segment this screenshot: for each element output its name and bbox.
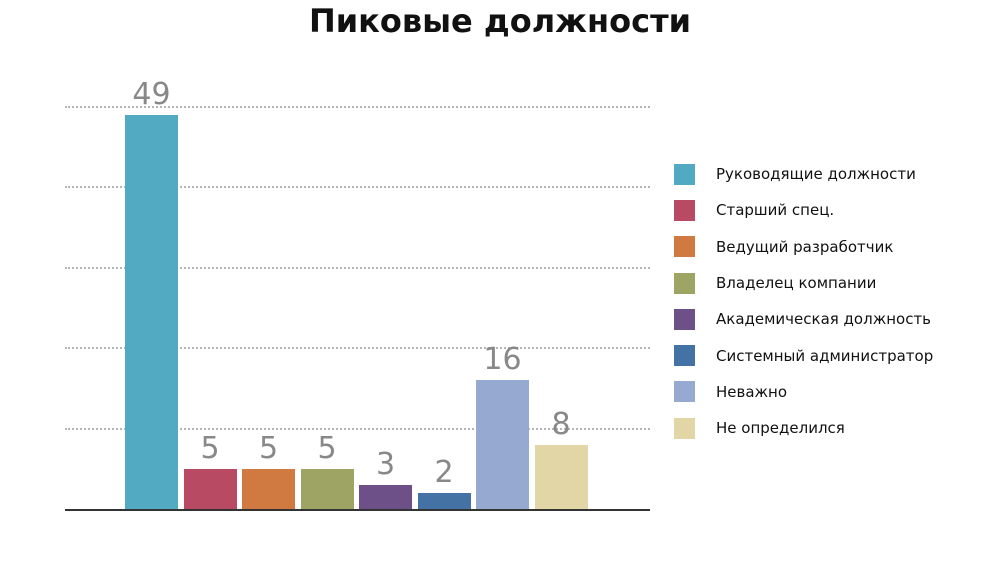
bar-value-label: 49 [132,77,171,113]
bar: 2 [417,455,471,509]
legend-item: Старший спец. [674,192,933,228]
bar: 16 [476,342,529,509]
legend-swatch [674,381,695,403]
bar: 8 [534,407,588,509]
legend-label: Неважно [716,382,788,401]
plot-area: 49 5 5 5 3 2 16 8 [65,60,650,511]
legend-swatch [674,236,695,258]
x-axis-line [65,509,650,511]
bar: 3 [359,447,412,509]
bar: 5 [300,431,354,509]
legend-item: Руководящие должности [674,156,933,192]
bar: 5 [183,431,237,509]
legend: Руководящие должности Старший спец. Ведущи… [674,156,933,446]
bar-value-label: 5 [258,430,279,466]
bar-value-label: 3 [375,446,396,482]
bar: 5 [242,431,295,509]
legend-swatch [674,308,695,330]
legend-item: Системный администратор [674,337,933,373]
legend-swatch [674,163,695,185]
bar-value-label: 5 [317,430,337,466]
legend-label: Старший спец. [716,201,835,220]
bar-value-label: 5 [200,430,220,466]
legend-label: Руководящие должности [716,165,916,184]
bar-value-label: 2 [434,454,454,490]
legend-label: Ведущий разработчик [716,237,894,256]
legend-label: Системный администратор [716,346,934,365]
legend-swatch [674,272,695,294]
gridline [65,106,650,108]
legend-label: Не определился [716,419,845,438]
gridline [65,186,650,189]
legend-item: Не определился [674,410,933,446]
bar-value-label: 16 [483,342,522,378]
legend-swatch [674,199,695,221]
legend-label: Академическая должность [716,310,932,329]
legend-item: Неважно [674,374,933,410]
bar-value-label: 8 [551,406,571,442]
legend-item: Академическая должность [674,301,933,337]
legend-label: Владелец компании [716,274,877,293]
chart-title: Пиковые должности [308,2,692,40]
legend-item: Владелец компании [674,265,933,301]
legend-swatch [674,345,695,367]
legend-swatch [674,417,695,439]
bar: 49 [125,77,178,509]
gridline [65,347,650,350]
gridline [65,427,650,430]
gridline [65,266,650,269]
legend-item: Ведущий разработчик [674,229,933,265]
